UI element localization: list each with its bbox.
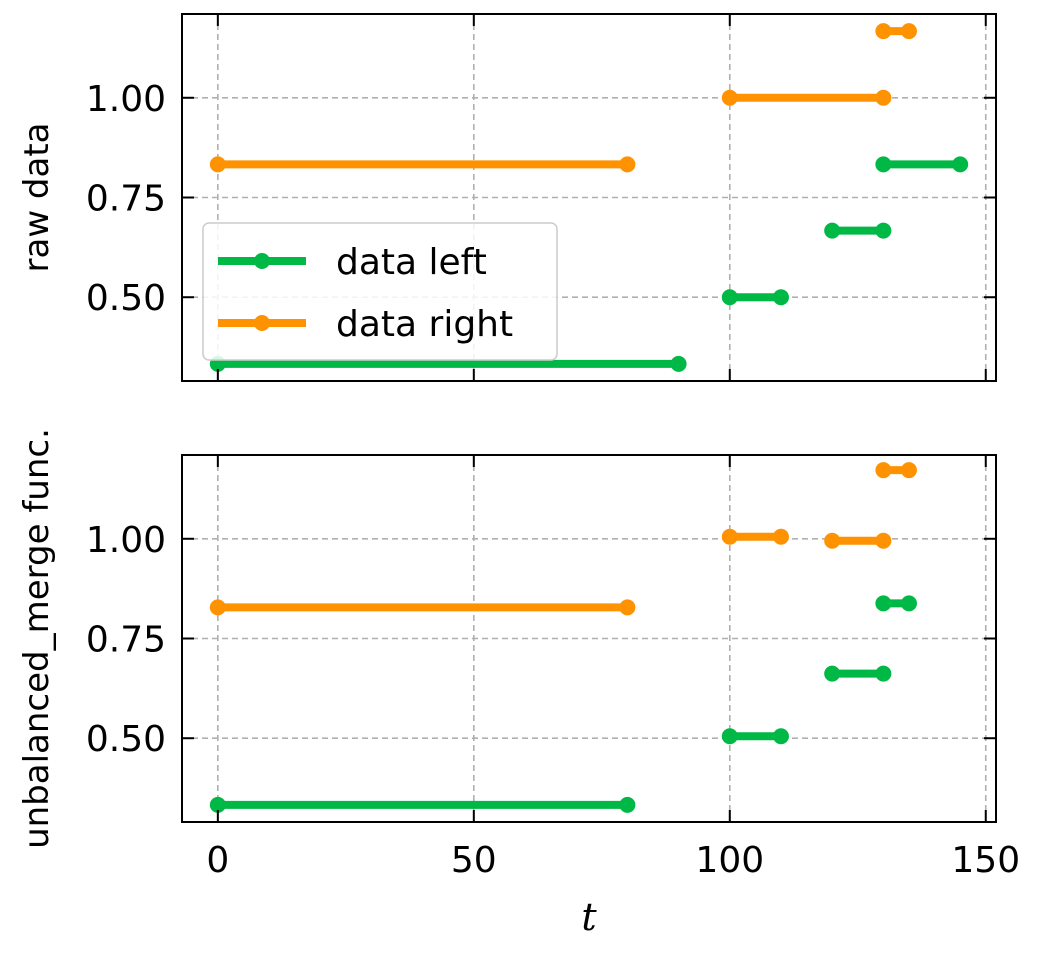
legend-label-1: data right — [336, 304, 513, 345]
panel-1-series-0-segment-2-end-marker — [875, 665, 892, 682]
panel-0-series-0-segment-3-end-marker — [952, 156, 969, 173]
panel-0-series-0-segment-1-start-marker — [721, 289, 738, 306]
panel-0-series-1-segment-0-end-marker — [619, 156, 636, 173]
panel-1-series-1-segment-1-end-marker — [772, 528, 789, 545]
panel-1-xtick-label-2: 100 — [695, 840, 764, 881]
panel-1-xtick-label-0: 0 — [206, 840, 229, 881]
panel-0-ytick-label-0: 0.50 — [86, 278, 166, 319]
panel-1-xtick-label-3: 150 — [951, 840, 1020, 881]
panel-0-series-1-segment-1-end-marker — [875, 89, 892, 106]
panel-1-series-0-segment-3-end-marker — [900, 595, 917, 612]
panel-0-series-0-segment-3-start-marker — [875, 156, 892, 173]
panel-1-series-0-segment-1-start-marker — [721, 728, 738, 745]
panel-1-series-1-segment-1-start-marker — [721, 528, 738, 545]
panel-1-series-0-segment-2-start-marker — [824, 665, 841, 682]
panel-0-series-0-segment-0-end-marker — [670, 355, 687, 372]
panel-0-ytick-label-2: 1.00 — [86, 79, 166, 120]
panel-0-series-0-segment-2-end-marker — [875, 222, 892, 239]
legend-label-0: data left — [336, 242, 487, 283]
panel-1-series-1-segment-2-end-marker — [875, 532, 892, 549]
legend-marker-0 — [254, 253, 270, 269]
panel-1-series-1-segment-2-start-marker — [824, 532, 841, 549]
panel-1-series-1-segment-3-end-marker — [900, 462, 917, 479]
panel-1-ytick-label-2: 1.00 — [86, 520, 166, 561]
panel-0-series-1-segment-1-start-marker — [721, 89, 738, 106]
panel-0-series-0-segment-1-end-marker — [772, 289, 789, 306]
panel-1-ytick-label-0: 0.50 — [86, 719, 166, 760]
panel-0-series-1-segment-2-end-marker — [900, 23, 917, 40]
panel-1-series-1-segment-3-start-marker — [875, 462, 892, 479]
panel-1-series-1-segment-0-end-marker — [619, 599, 636, 616]
panel-0-ylabel: raw data — [17, 122, 57, 272]
panel-1-ylabel: unbalanced_merge func. — [17, 428, 57, 849]
panel-1-series-0-segment-0-end-marker — [619, 796, 636, 813]
panel-1-series-0-segment-0-start-marker — [209, 796, 226, 813]
panel-1-xtick-label-1: 50 — [451, 840, 497, 881]
legend-marker-1 — [254, 315, 270, 331]
panel-0-series-1-segment-0-start-marker — [209, 156, 226, 173]
xlabel: t — [581, 895, 597, 939]
panel-0-series-1-segment-2-start-marker — [875, 23, 892, 40]
panel-1-ytick-label-1: 0.75 — [86, 620, 166, 661]
panel-0-ytick-label-1: 0.75 — [86, 179, 166, 220]
panel-1-series-0-segment-1-end-marker — [772, 728, 789, 745]
panel-0-series-0-segment-2-start-marker — [824, 222, 841, 239]
panel-1-series-1-segment-0-start-marker — [209, 599, 226, 616]
panel-1-series-0-segment-3-start-marker — [875, 595, 892, 612]
